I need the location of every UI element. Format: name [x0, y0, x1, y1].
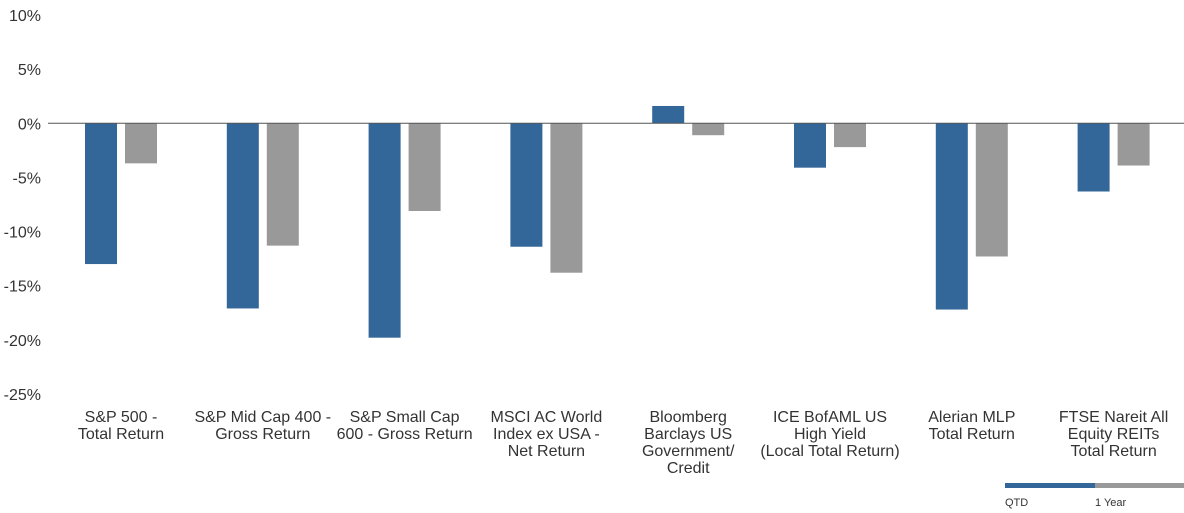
legend-swatch-qtd: [1005, 483, 1095, 488]
category-label: S&P Mid Cap 400 -Gross Return: [194, 409, 331, 443]
bar-1-year: [975, 123, 1008, 257]
category-label: Alerian MLP Total Return: [928, 409, 1015, 443]
bar-qtd: [935, 123, 968, 310]
y-tick-label: 0%: [18, 116, 41, 133]
bar-1-year: [692, 123, 725, 136]
bar-qtd: [226, 123, 259, 309]
y-tick-label: -5%: [13, 170, 41, 187]
bar-qtd: [368, 123, 401, 338]
bars: [85, 105, 1150, 338]
bar-1-year: [834, 123, 866, 148]
legend: QTD 1 Year: [1005, 483, 1184, 509]
y-tick-label: -25%: [4, 387, 41, 404]
bar-1-year: [1117, 123, 1150, 166]
bar-qtd: [794, 123, 826, 168]
category-label: S&P 500 -Total Return: [78, 409, 164, 443]
bar-1-year: [266, 123, 299, 246]
legend-label-qtd: QTD: [1005, 497, 1028, 509]
y-tick-label: 5%: [18, 62, 41, 79]
bar-1-year: [550, 123, 583, 273]
y-axis: 10% 5% 0% -5% -10% -15% -20% -25%: [4, 8, 41, 404]
y-tick-label: -10%: [4, 225, 41, 242]
category-label: FTSE Nareit All Equity REITs Total Return: [1059, 409, 1168, 460]
bar-1-year: [125, 123, 157, 164]
bar-qtd: [1077, 123, 1110, 192]
legend-swatch-1-year: [1095, 483, 1184, 488]
category-label: S&P Small Cap 600 - Gross Return: [337, 409, 473, 443]
category-label: ICE BofAML US High Yield (Local Total Retu…: [760, 409, 899, 460]
y-tick-label: 10%: [9, 8, 41, 25]
y-tick-label: -20%: [4, 333, 41, 350]
category-labels: S&P 500 -Total Return S&P Mid Cap 400 -Gr…: [78, 409, 1168, 477]
legend-label-1-year: 1 Year: [1095, 497, 1127, 509]
bar-qtd: [510, 123, 543, 247]
category-label: MSCI AC World Index ex USA -Net Return: [491, 409, 603, 460]
bar-1-year: [408, 123, 441, 211]
bar-qtd: [85, 123, 117, 265]
y-tick-label: -15%: [4, 279, 41, 296]
category-label: Bloomberg Barclays US Government/Credit: [642, 409, 735, 477]
bar-qtd: [652, 105, 685, 124]
